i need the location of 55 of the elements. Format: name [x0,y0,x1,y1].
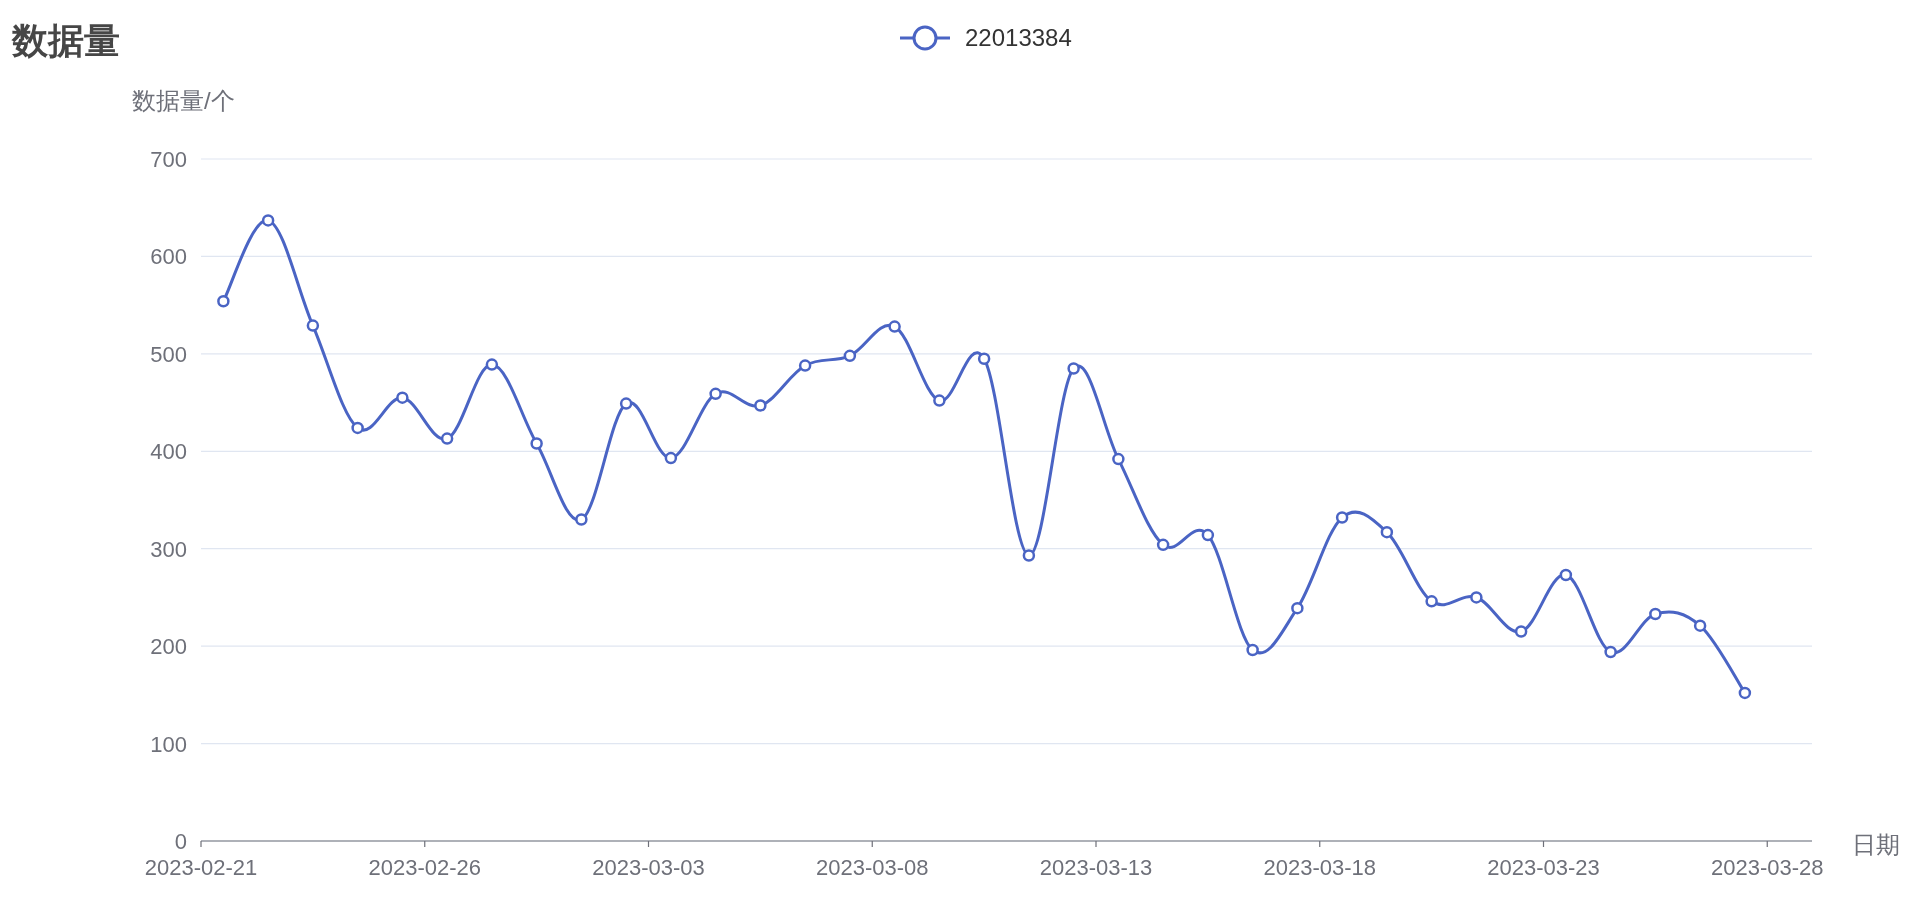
x-tick-label: 2023-03-23 [1487,855,1600,880]
point [888,320,901,333]
x-tick-label: 2023-02-21 [144,855,258,880]
point [1604,645,1617,659]
point [1291,601,1304,615]
point [1067,362,1080,375]
y-tick-label: 100 [150,731,187,757]
point [1559,568,1573,582]
point [396,391,409,404]
point [1380,525,1394,539]
point [485,358,499,371]
y-tick-label: 600 [150,244,187,270]
point [1112,452,1125,466]
y-tick-label: 700 [150,147,187,172]
point [1738,686,1752,700]
y-tick-label: 200 [150,634,187,660]
x-tick-label: 2023-02-26 [368,855,482,880]
x-tick-label: 2023-03-18 [1263,855,1377,880]
point [440,432,454,445]
point [1514,625,1528,638]
y-axis-title: 数据量/个 [132,87,235,114]
point [754,399,767,412]
point [1156,538,1170,552]
point [1246,643,1259,657]
x-axis-title: 日期 [1852,831,1900,858]
y-tick-label: 0 [174,829,187,854]
point [709,387,722,401]
point [1470,591,1483,604]
point [351,421,364,435]
y-tick-label: 300 [150,536,187,562]
y-tick-label: 500 [150,341,187,367]
legend-label: 22013384 [965,24,1072,51]
point [575,513,588,526]
point [798,359,812,372]
point [530,437,543,450]
x-tick-label: 2023-03-13 [1039,855,1153,880]
x-tick-label: 2023-03-03 [592,855,705,880]
point [619,397,633,410]
point [664,451,678,465]
point [261,214,275,227]
y-tick-label: 400 [150,439,187,465]
point [1201,528,1215,542]
x-tick-label: 2023-03-28 [1710,855,1824,880]
x-tick-label: 2023-03-08 [815,855,929,880]
point [1335,511,1349,524]
point [1693,619,1707,632]
point [306,319,320,332]
point [1649,607,1662,621]
point [933,394,946,407]
point [843,349,857,363]
point [1022,549,1036,562]
point [1425,595,1438,608]
point [217,295,230,308]
point [977,352,991,365]
chart-title: 数据量 [11,20,120,61]
